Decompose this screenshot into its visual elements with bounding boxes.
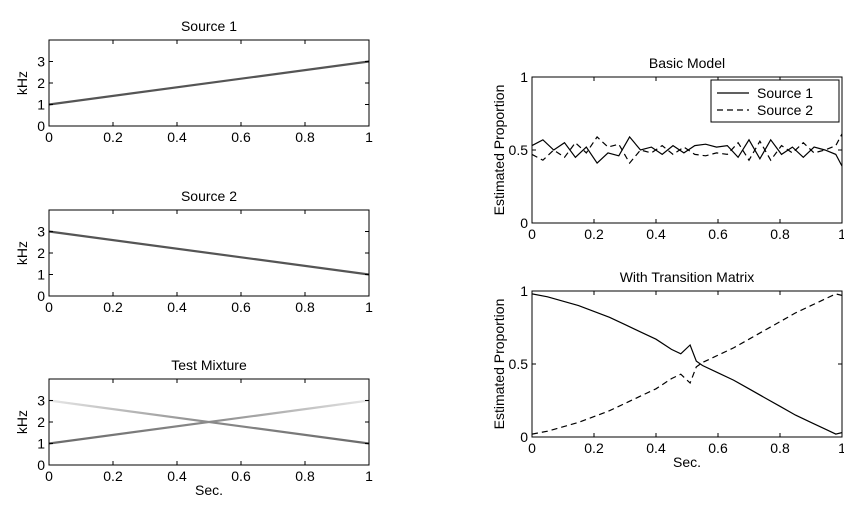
chart-2-xtick-4: 0.8 [295,468,315,484]
chart-1-xtick-3: 0.6 [231,299,251,315]
chart-2-xtick-5: 1 [365,468,373,484]
chart-0-xtick-5: 1 [365,129,373,145]
chart-4-ylabel: Estimated Proportion [491,299,507,430]
chart-4-ytick-0: 0 [520,429,528,445]
chart-3-xtick-1: 0.2 [584,226,604,242]
chart-2-xtick-2: 0.4 [167,468,187,484]
chart-4-xtick-5: 1 [838,440,844,456]
chart-1-ylabel: kHz [14,241,30,265]
chart-2-xtick-1: 0.2 [103,468,123,484]
chart-4-series-0 [532,293,842,435]
chart-4-xlabel: Sec. [673,454,701,470]
chart-3-xtick-2: 0.4 [646,226,666,242]
chart-3-legend [710,79,840,123]
chart-1-xtick-4: 0.8 [295,299,315,315]
chart-3-xtick-5: 1 [838,226,844,242]
chart-4-xtick-0: 0 [528,440,536,456]
chart-4-series-1 [532,293,842,435]
chart-2-ytick-2: 2 [37,414,45,430]
chart-3-series-1 [532,133,842,165]
chart-2-ylabel: kHz [14,410,30,434]
chart-3-xtick-0: 0 [528,226,536,242]
chart-3-ylabel: Estimated Proportion [491,85,507,216]
chart-3: Basic Model 0 0.2 0.4 0.6 0.8 1 0 0.5 1 Estimated … [491,55,844,242]
chart-3-ytick-0: 0 [520,215,528,231]
chart-4-xtick-3: 0.6 [708,440,728,456]
chart-2-title: Test Mixture [171,357,247,373]
chart-0-title: Source 1 [181,18,237,34]
chart-1-title: Source 2 [181,188,237,204]
chart-2-ytick-1: 1 [37,436,45,452]
chart-3-xtick-3: 0.6 [708,226,728,242]
chart-1-xtick-0: 0 [45,299,53,315]
chart-0-ytick-1: 1 [37,97,45,113]
chart-2-series-1 [49,399,369,445]
chart-0-xtick-0: 0 [45,129,53,145]
chart-1-ytick-2: 2 [37,245,45,261]
chart-1-ytick-1: 1 [37,267,45,283]
chart-4-xtick-4: 0.8 [770,440,790,456]
chart-4-title: With Transition Matrix [620,269,755,285]
chart-1-xtick-1: 0.2 [103,299,123,315]
chart-3-legend-label-1: Source 2 [757,102,813,118]
chart-2-ytick-3: 3 [37,393,45,409]
chart-3-series-0 [532,135,842,167]
chart-3-xtick-4: 0.8 [770,226,790,242]
chart-3-legend-label-0: Source 1 [757,85,813,101]
chart-0-xtick-1: 0.2 [103,129,123,145]
chart-0-series-0 [49,60,369,106]
chart-0-ylabel: kHz [14,71,30,95]
chart-0-xtick-2: 0.4 [167,129,187,145]
chart-4-ytick-2: 1 [520,283,528,299]
chart-1-ytick-3: 3 [37,224,45,240]
chart-0-ytick-2: 2 [37,75,45,91]
chart-1-xtick-2: 0.4 [167,299,187,315]
chart-2-ytick-0: 0 [37,457,45,473]
chart-0-ytick-0: 0 [37,118,45,134]
chart-1-series-0 [49,230,369,276]
chart-1-xtick-5: 1 [365,299,373,315]
chart-3-ytick-2: 1 [520,69,528,85]
chart-4-ytick-1: 0.5 [509,356,529,372]
chart-0-ytick-3: 3 [37,54,45,70]
chart-2-xlabel: Sec. [195,482,223,498]
chart-3-title: Basic Model [649,55,725,71]
chart-1-ytick-0: 0 [37,288,45,304]
chart-2-xtick-3: 0.6 [231,468,251,484]
chart-4-xtick-2: 0.4 [646,440,666,456]
chart-4: With Transition Matrix 0 0.2 0.4 0.6 0.8 1 0 0.5… [491,269,844,470]
chart-4-xtick-1: 0.2 [584,440,604,456]
chart-0-xtick-3: 0.6 [231,129,251,145]
chart-3-ytick-1: 0.5 [509,142,529,158]
chart-0-xtick-4: 0.8 [295,129,315,145]
chart-2-xtick-0: 0 [45,468,53,484]
